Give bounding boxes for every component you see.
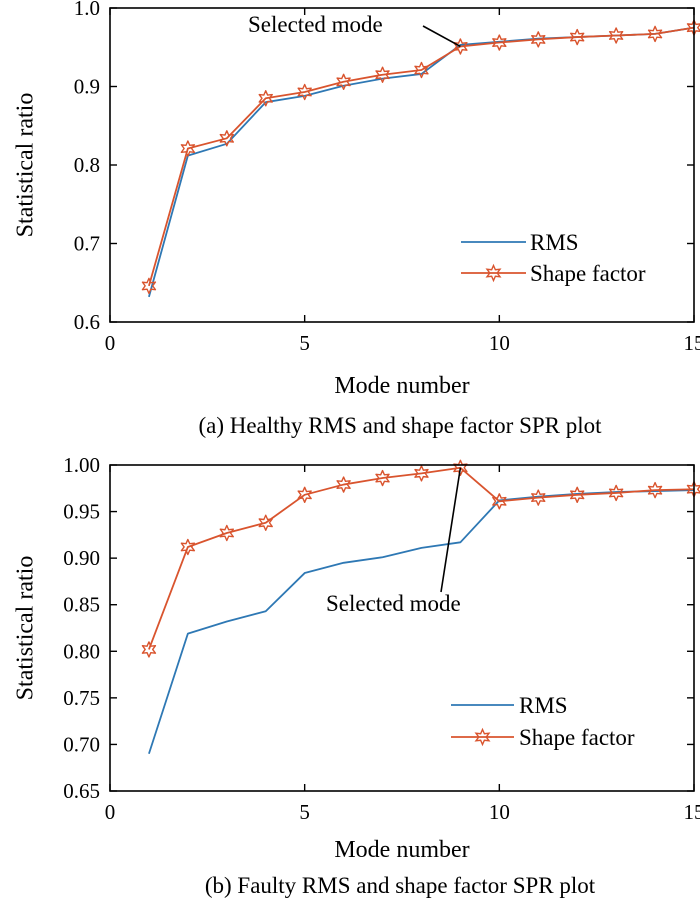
y-tick-label: 0.6	[74, 310, 100, 334]
data-point-shape-factor	[531, 31, 546, 48]
legend-b: RMS Shape factor	[451, 693, 635, 750]
data-point-shape-factor	[219, 130, 234, 147]
annotation-arrow-a	[422, 25, 461, 48]
data-point-shape-factor	[608, 27, 624, 44]
data-point-shape-factor	[414, 61, 429, 79]
y-tick-label: 0.85	[63, 593, 100, 617]
x-axis-label-b: Mode number	[334, 837, 469, 863]
x-tick-label: 5	[299, 331, 310, 355]
x-tick-label: 10	[489, 800, 510, 824]
y-tick-label: 0.75	[63, 686, 100, 710]
data-point-shape-factor	[647, 481, 663, 499]
annotation-arrow-b	[440, 467, 462, 593]
caption-b: (b) Faulty RMS and shape factor SPR plot	[205, 873, 596, 898]
y-tick-label: 0.80	[63, 639, 100, 663]
y-tick-label: 1.0	[74, 0, 100, 20]
data-point-shape-factor	[375, 469, 390, 487]
x-tick-label: 10	[489, 331, 510, 355]
data-point-shape-factor	[414, 465, 429, 482]
data-point-shape-factor	[336, 476, 351, 493]
legend-a: RMS Shape factor	[461, 230, 646, 286]
data-point-shape-factor	[180, 140, 196, 157]
x-tick-label: 5	[299, 800, 310, 824]
data-point-shape-factor	[336, 73, 351, 90]
data-point-shape-factor	[180, 538, 196, 556]
data-point-shape-factor	[219, 524, 234, 542]
x-tick-label: 0	[105, 800, 116, 824]
annotation-selected-mode-a: Selected mode	[248, 12, 383, 37]
data-point-shape-factor	[608, 484, 624, 502]
legend-marker-star	[485, 263, 502, 283]
y-tick-label: 0.70	[63, 732, 100, 756]
series-line-shape-factor	[148, 466, 695, 650]
data-point-shape-factor	[375, 66, 390, 83]
x-tick-label: 15	[684, 800, 700, 824]
y-tick-label: 0.65	[63, 779, 100, 803]
y-tick-label: 1.00	[63, 453, 100, 477]
data-point-shape-factor	[258, 90, 273, 107]
series-line-shape-factor	[148, 26, 695, 287]
series-line-rms	[148, 489, 695, 755]
y-axis-label-a: Statistical ratio	[12, 93, 38, 238]
y-tick-label: 0.8	[74, 153, 100, 177]
legend-marker-star	[474, 727, 491, 747]
data-point-shape-factor	[492, 34, 507, 51]
data-point-shape-factor	[570, 28, 585, 46]
legend-label-rms-a: RMS	[530, 230, 579, 255]
y-tick-label: 0.90	[63, 546, 100, 570]
series-line-rms	[148, 26, 695, 298]
data-point-shape-factor	[453, 459, 468, 476]
panel-a-healthy: 0 5 10 15 0.6 0.7 0.8 0.9 1.0 Mode number Statis…	[12, 0, 700, 438]
legend-label-rms-b: RMS	[519, 693, 568, 718]
legend-label-shape-factor-b: Shape factor	[519, 725, 635, 750]
data-point-shape-factor	[258, 514, 273, 531]
data-point-shape-factor	[141, 277, 157, 295]
x-axis-label-a: Mode number	[334, 373, 469, 399]
data-point-shape-factor	[531, 489, 546, 506]
axes-frame-b	[109, 464, 695, 792]
y-tick-label: 0.7	[74, 232, 100, 256]
y-tick-label: 0.9	[74, 75, 100, 99]
x-tick-label: 0	[105, 331, 116, 355]
caption-a: (a) Healthy RMS and shape factor SPR plo…	[198, 413, 602, 438]
data-point-shape-factor	[141, 641, 157, 658]
data-point-shape-factor	[492, 493, 507, 510]
data-point-shape-factor	[297, 83, 312, 101]
y-tick-label: 0.95	[63, 500, 100, 524]
y-axis-label-b: Statistical ratio	[12, 556, 38, 701]
annotation-selected-mode-b: Selected mode	[326, 591, 461, 616]
legend-label-shape-factor-a: Shape factor	[530, 261, 646, 286]
data-point-shape-factor	[647, 25, 663, 43]
data-point-shape-factor	[570, 486, 585, 504]
x-tick-label: 15	[684, 331, 700, 355]
data-point-shape-factor	[297, 486, 312, 504]
panel-b-faulty: 0 5 10 15 0.65 0.70 0.75 0.80 0.85 0.90 0.95 1.00 M…	[12, 453, 700, 898]
